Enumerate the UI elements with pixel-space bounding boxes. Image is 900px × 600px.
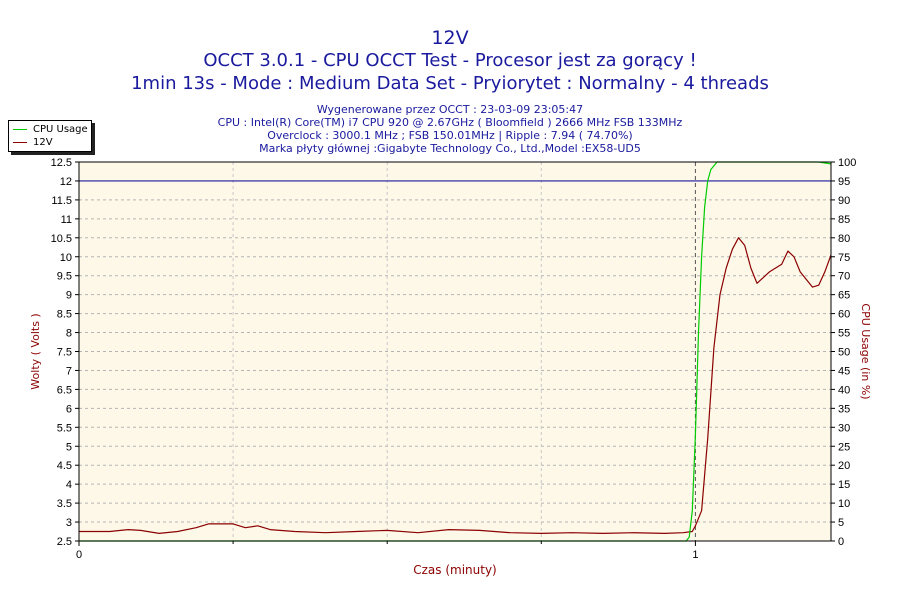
y-right-axis-label: CPU Usage (in %) [859,303,872,399]
y-right-tick-label: 95 [838,176,850,188]
x-axis-label: Czas (minuty) [413,563,497,577]
y-left-tick-label: 11 [61,214,72,226]
y-left-tick-label: 8.5 [57,309,72,321]
info-overclock: Overclock : 3000.1 MHz ; FSB 150.01MHz |… [267,129,633,142]
y-left-tick-label: 9.5 [57,271,72,283]
y-right-tick-label: 55 [838,328,850,340]
y-left-tick-label: 7.5 [57,347,72,359]
y-left-tick-label: 8 [66,328,72,340]
y-right-tick-label: 70 [838,271,850,283]
legend-swatch-cpu-usage [13,129,27,130]
x-tick-label: 0 [76,549,82,561]
y-left-tick-label: 3 [66,517,72,529]
y-left-tick-label: 5 [66,441,72,453]
y-right-tick-label: 20 [838,460,850,472]
y-left-tick-label: 12.5 [51,157,72,169]
y-right-tick-label: 35 [838,403,850,415]
y-left-axis-label: Wolty ( Volts ) [29,313,42,389]
y-left-tick-label: 9 [66,290,72,302]
chart-legend: CPU Usage 12V [8,120,92,152]
plot-area [79,162,831,541]
chart-subtitle-test: OCCT 3.0.1 - CPU OCCT Test - Procesor je… [203,50,697,71]
info-cpu: CPU : Intel(R) Core(TM) i7 CPU 920 @ 2.6… [217,116,683,129]
y-left-tick-label: 6.5 [57,384,72,396]
y-left-tick-label: 4 [66,479,72,491]
y-left-tick-label: 7 [66,365,72,377]
y-right-tick-label: 10 [838,498,850,510]
y-right-tick-label: 0 [838,536,844,548]
legend-label-cpu-usage: CPU Usage [33,124,88,135]
y-right-tick-label: 50 [838,347,850,359]
y-right-tick-label: 30 [838,422,850,434]
y-left-tick-label: 10.5 [51,233,72,245]
legend-swatch-12v [13,142,27,143]
y-right-tick-label: 90 [838,195,850,207]
y-right-tick-label: 25 [838,441,850,453]
info-motherboard: Marka płyty głównej :Gigabyte Technology… [259,142,641,155]
info-generated: Wygenerowane przez OCCT : 23-03-09 23:05… [316,103,584,116]
y-left-tick-label: 6 [66,403,72,415]
y-right-tick-label: 40 [838,384,850,396]
y-right-tick-label: 65 [838,290,850,302]
legend-label-12v: 12V [33,137,53,148]
x-tick-label: 1 [692,549,698,561]
y-right-tick-label: 5 [838,517,844,529]
y-left-tick-label: 10 [60,252,72,264]
chart-title: 12V [431,27,469,49]
legend-item-cpu-usage: CPU Usage [13,123,88,136]
y-right-tick-label: 60 [838,309,850,321]
legend-item-12v: 12V [13,136,53,149]
y-left-tick-label: 2.5 [57,536,72,548]
y-left-tick-label: 4.5 [57,460,72,472]
y-left-tick-label: 12 [60,176,72,188]
y-right-tick-label: 15 [838,479,850,491]
y-right-tick-label: 80 [838,233,850,245]
y-left-tick-label: 5.5 [57,422,72,434]
y-right-tick-label: 100 [838,157,856,169]
y-left-tick-label: 11.5 [51,195,72,207]
y-right-tick-label: 75 [838,252,850,264]
y-right-tick-label: 45 [838,365,850,377]
y-left-tick-label: 3.5 [57,498,72,510]
plot-frame [78,161,832,542]
y-right-tick-label: 85 [838,214,850,226]
chart-subtitle-mode: 1min 13s - Mode : Medium Data Set - Pryi… [131,73,769,94]
series-line-12v [79,237,832,535]
